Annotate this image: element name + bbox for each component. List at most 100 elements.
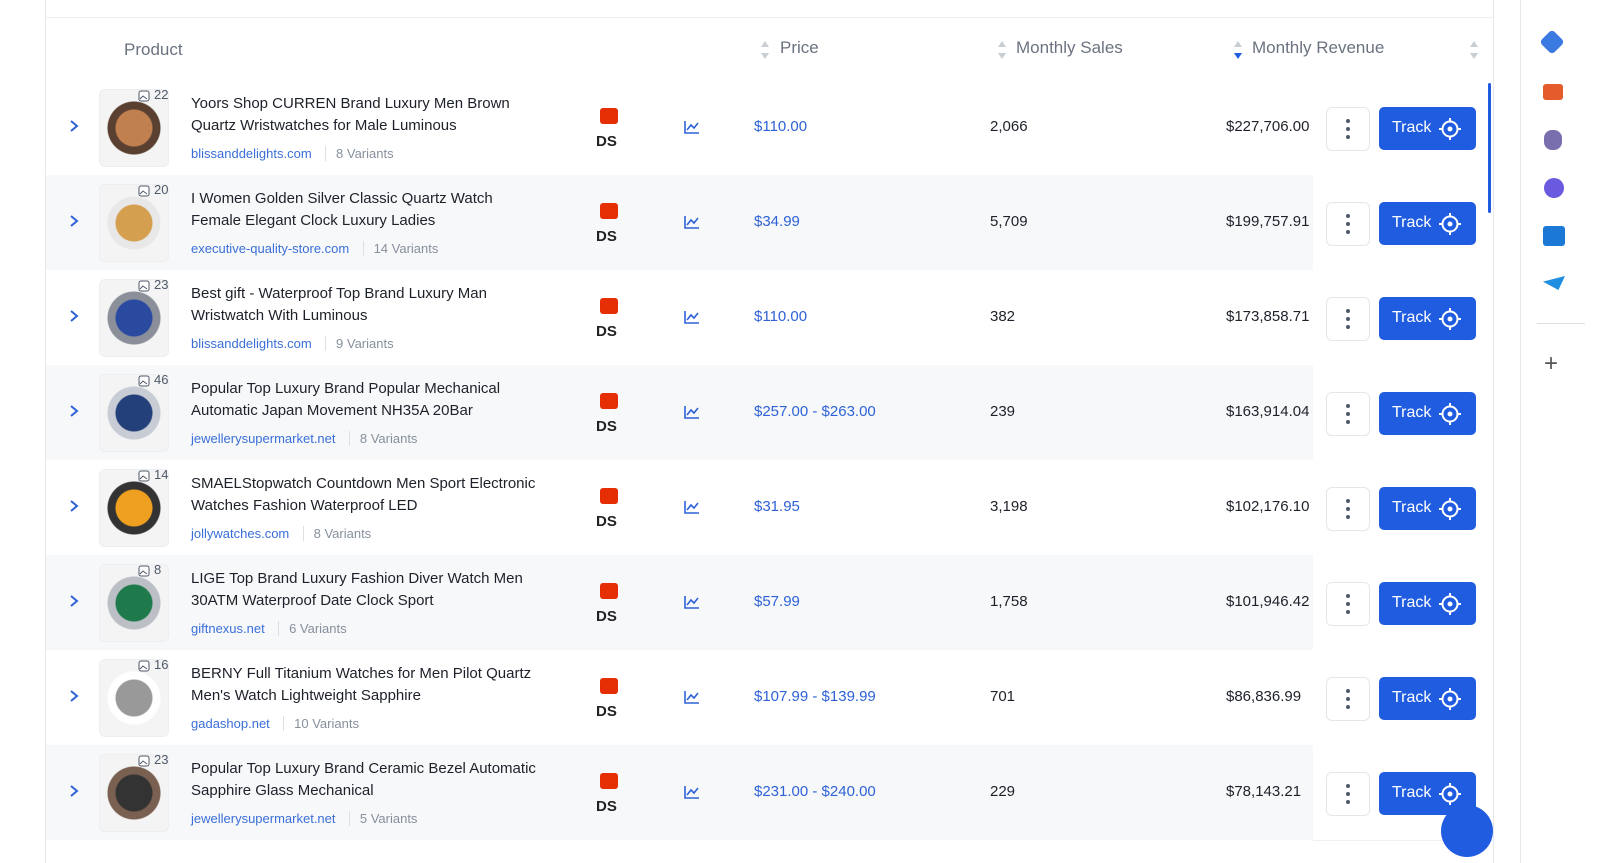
product-image[interactable] (99, 184, 169, 262)
aliexpress-icon[interactable] (600, 108, 618, 124)
expand-icon[interactable] (68, 119, 80, 138)
product-image[interactable] (99, 754, 169, 832)
table-row[interactable]: 16 BERNY Full Titanium Watches for Men Pi… (46, 650, 1493, 746)
aliexpress-icon[interactable] (600, 583, 618, 599)
actions: Track (1313, 650, 1493, 746)
header-price[interactable]: Price (780, 38, 819, 57)
icon[interactable] (1544, 178, 1564, 198)
product-image[interactable] (99, 279, 169, 357)
store-link[interactable]: blissanddelights.com (191, 336, 312, 351)
price: $257.00 - $263.00 (754, 403, 876, 420)
product-image[interactable] (99, 564, 169, 642)
expand-icon[interactable] (68, 594, 80, 613)
sort-icon[interactable] (997, 40, 1007, 60)
image-count: 16 (154, 657, 169, 672)
more-button[interactable] (1326, 582, 1370, 626)
store-link[interactable]: jollywatches.com (191, 526, 290, 541)
header-sales[interactable]: Monthly Sales (1016, 38, 1123, 57)
product-title[interactable]: Yoors Shop CURREN Brand Luxury Men Brown… (191, 95, 510, 134)
icon[interactable] (1543, 84, 1563, 100)
table-row[interactable]: 22 Yoors Shop CURREN Brand Luxury Men Bro… (46, 80, 1493, 176)
aliexpress-icon[interactable] (600, 678, 618, 694)
icon[interactable] (1539, 29, 1565, 55)
icon[interactable] (1543, 276, 1565, 290)
track-button[interactable]: Track (1379, 297, 1476, 340)
expand-icon[interactable] (68, 689, 80, 708)
table-row[interactable]: 14 SMAELStopwatch Countdown Men Sport Ele… (46, 460, 1493, 556)
ds-badge: DS (596, 513, 617, 530)
add-icon[interactable]: + (1544, 350, 1559, 377)
more-button[interactable] (1326, 772, 1370, 816)
icon[interactable] (1543, 226, 1565, 246)
trend-icon[interactable] (684, 405, 700, 424)
aliexpress-icon[interactable] (600, 203, 618, 219)
expand-icon[interactable] (68, 404, 80, 423)
store-link[interactable]: blissanddelights.com (191, 146, 312, 161)
gallery-icon (138, 754, 150, 772)
monthly-sales: 239 (990, 403, 1016, 420)
expand-icon[interactable] (68, 309, 80, 328)
expand-icon[interactable] (68, 499, 80, 518)
product-title[interactable]: SMAELStopwatch Countdown Men Sport Elect… (191, 475, 536, 514)
product-image[interactable] (99, 89, 169, 167)
more-button[interactable] (1326, 202, 1370, 246)
header-revenue[interactable]: Monthly Revenue (1252, 38, 1385, 57)
trend-icon[interactable] (684, 215, 700, 234)
store-link[interactable]: gadashop.net (191, 716, 270, 731)
store-link[interactable]: executive-quality-store.com (191, 241, 350, 256)
more-button[interactable] (1326, 677, 1370, 721)
expand-icon[interactable] (68, 784, 80, 803)
product-title[interactable]: Popular Top Luxury Brand Popular Mechani… (191, 380, 501, 419)
sort-icon[interactable] (1233, 40, 1243, 60)
image-count: 22 (154, 87, 169, 102)
store-link[interactable]: jewellerysupermarket.net (191, 431, 336, 446)
sort-icon[interactable] (1469, 40, 1479, 60)
track-button[interactable]: Track (1379, 487, 1476, 530)
trend-icon[interactable] (684, 120, 700, 139)
price: $107.99 - $139.99 (754, 688, 876, 705)
aliexpress-icon[interactable] (600, 298, 618, 314)
more-button[interactable] (1326, 487, 1370, 531)
variants: 6 Variants (278, 621, 347, 636)
product-title[interactable]: BERNY Full Titanium Watches for Men Pilo… (191, 665, 532, 704)
trend-icon[interactable] (684, 310, 700, 329)
trend-icon[interactable] (684, 785, 700, 804)
icon[interactable] (1544, 130, 1562, 150)
product-image[interactable] (99, 469, 169, 547)
track-button[interactable]: Track (1379, 107, 1476, 150)
aliexpress-icon[interactable] (600, 393, 618, 409)
variants: 5 Variants (348, 811, 418, 826)
expand-icon[interactable] (68, 214, 80, 233)
track-button[interactable]: Track (1379, 392, 1476, 435)
track-button[interactable]: Track (1379, 202, 1476, 245)
track-button[interactable]: Track (1379, 677, 1476, 720)
product-image[interactable] (99, 659, 169, 737)
more-button[interactable] (1326, 392, 1370, 436)
table-row[interactable]: 8 LIGE Top Brand Luxury Fashion Diver Wat… (46, 555, 1493, 651)
trend-icon[interactable] (684, 690, 700, 709)
product-image[interactable] (99, 374, 169, 452)
monthly-sales: 701 (990, 688, 1016, 705)
store-link[interactable]: jewellerysupermarket.net (191, 811, 336, 826)
more-button[interactable] (1326, 107, 1370, 151)
scrollbar[interactable] (1488, 83, 1491, 213)
product-title[interactable]: LIGE Top Brand Luxury Fashion Diver Watc… (191, 570, 523, 609)
aliexpress-icon[interactable] (600, 488, 618, 504)
store-link[interactable]: giftnexus.net (191, 621, 265, 636)
track-label: Track (1392, 784, 1432, 801)
sort-icon[interactable] (760, 40, 770, 60)
trend-icon[interactable] (684, 500, 700, 519)
product-title[interactable]: I Women Golden Silver Classic Quartz Wat… (191, 190, 493, 229)
table-row[interactable]: 46 Popular Top Luxury Brand Popular Mecha… (46, 365, 1493, 461)
track-button[interactable]: Track (1379, 582, 1476, 625)
table-row[interactable]: 23 Best gift - Waterproof Top Brand Luxur… (46, 270, 1493, 366)
chat-button[interactable] (1441, 805, 1493, 857)
table-row[interactable]: 23 Popular Top Luxury Brand Ceramic Bezel… (46, 745, 1493, 841)
target-icon (1439, 213, 1461, 240)
more-button[interactable] (1326, 297, 1370, 341)
aliexpress-icon[interactable] (600, 773, 618, 789)
trend-icon[interactable] (684, 595, 700, 614)
product-title[interactable]: Best gift - Waterproof Top Brand Luxury … (191, 285, 487, 324)
product-title[interactable]: Popular Top Luxury Brand Ceramic Bezel A… (191, 760, 536, 799)
table-row[interactable]: 20 I Women Golden Silver Classic Quartz W… (46, 175, 1493, 271)
